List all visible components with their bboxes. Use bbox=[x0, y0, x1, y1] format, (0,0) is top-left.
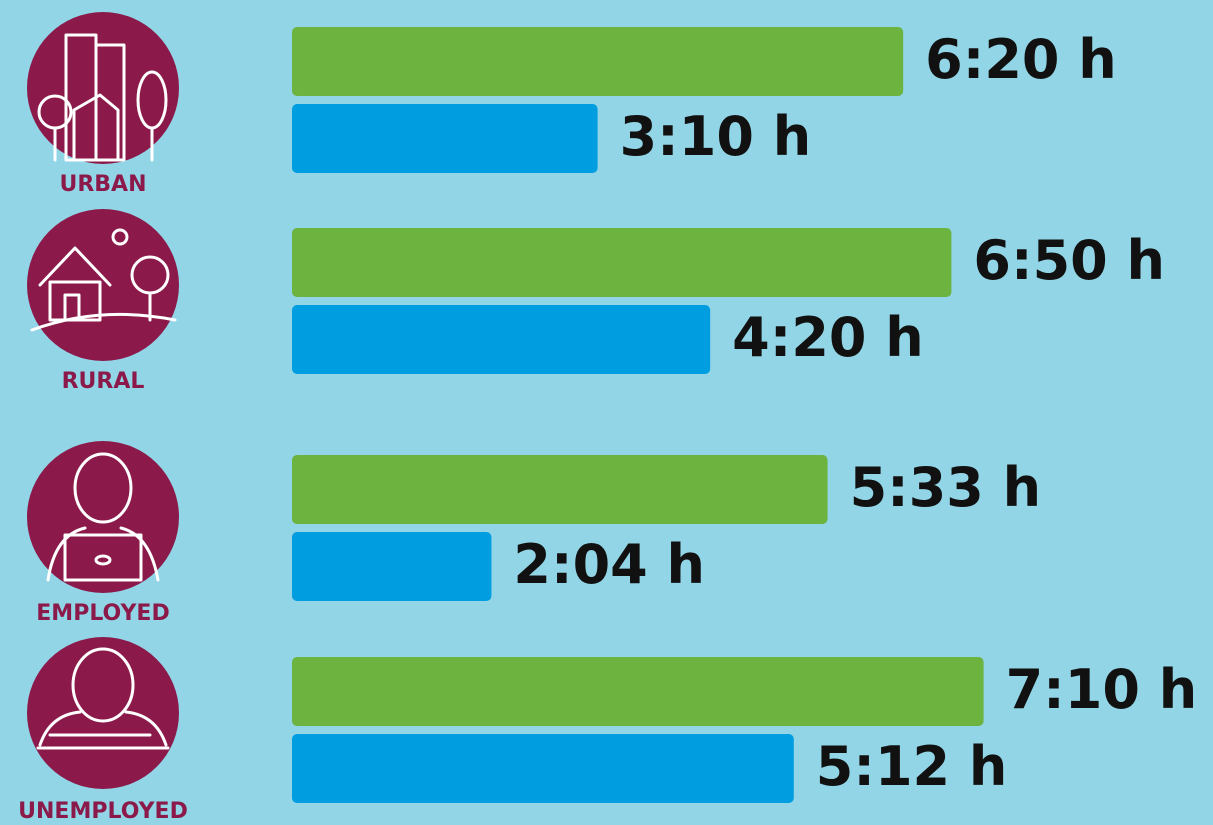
bar bbox=[292, 532, 492, 601]
value-label: 6:50 h bbox=[973, 229, 1165, 292]
unemployed-drawing bbox=[36, 647, 170, 750]
bar bbox=[292, 734, 794, 803]
value-label: 6:20 h bbox=[925, 28, 1117, 91]
value-label: 5:33 h bbox=[850, 456, 1042, 519]
category-label: RURAL bbox=[62, 369, 145, 394]
icon-urban bbox=[27, 12, 179, 164]
icon-unemployed bbox=[27, 637, 179, 789]
value-label: 7:10 h bbox=[1006, 658, 1198, 721]
category-label: UNEMPLOYED bbox=[18, 799, 188, 824]
value-label: 5:12 h bbox=[816, 735, 1008, 798]
value-label: 2:04 h bbox=[513, 533, 705, 596]
category-label: URBAN bbox=[59, 172, 146, 197]
bar bbox=[292, 455, 828, 524]
category-label: EMPLOYED bbox=[36, 601, 169, 626]
bar bbox=[292, 657, 984, 726]
bar bbox=[292, 305, 711, 374]
bar bbox=[292, 228, 952, 297]
icon-rural bbox=[27, 209, 179, 361]
rural-drawing bbox=[30, 228, 177, 332]
icons bbox=[27, 12, 179, 789]
value-label: 3:10 h bbox=[620, 105, 812, 168]
bar bbox=[292, 104, 598, 173]
bar bbox=[292, 27, 904, 96]
value-label: 4:20 h bbox=[732, 306, 924, 369]
urban-drawing bbox=[37, 33, 168, 162]
employed-drawing bbox=[46, 452, 160, 582]
